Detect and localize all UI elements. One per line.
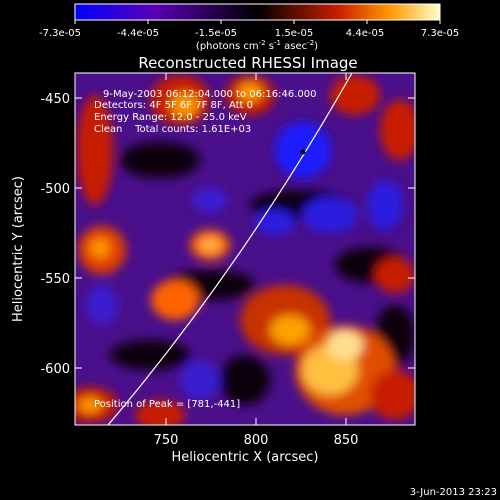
colorbar-tick-label: -7.3e-05 — [39, 28, 81, 39]
y-tick-label: -500 — [40, 182, 70, 197]
annotation-clean-counts: Clean Total counts: 1.61E+03 — [94, 124, 251, 135]
rhessi-image — [75, 73, 415, 425]
colorbar-tick-label: 7.3e-05 — [421, 28, 459, 39]
y-tick-label: -600 — [40, 362, 70, 377]
y-tick-label: -450 — [40, 92, 70, 107]
peak-marker — [300, 149, 306, 155]
annotation-time-range: 9-May-2003 06:12:04.000 to 06:16:46.000 — [103, 89, 316, 100]
x-axis-label: Heliocentric X (arcsec) — [172, 450, 319, 465]
annotation-peak-position: Position of Peak = [781,-441] — [94, 399, 240, 410]
x-tick-label: 750 — [154, 433, 179, 448]
x-axis-ticks — [165, 73, 347, 425]
colorbar-unit-label: (photons cm-2 s-1 asec-2) — [196, 39, 318, 52]
colorbar-tick-label: -1.5e-05 — [195, 28, 237, 39]
colorbar-tick-label: 1.5e-05 — [275, 28, 313, 39]
plot-title: Reconstructed RHESSI Image — [138, 54, 357, 72]
y-axis-label: Heliocentric Y (arcsec) — [11, 176, 26, 322]
colorbar-tick-label: 4.4e-05 — [346, 28, 384, 39]
x-tick-label: 850 — [334, 433, 359, 448]
y-axis-ticks — [75, 97, 415, 369]
colorbar — [74, 3, 441, 21]
plot-frame — [74, 72, 416, 426]
colorbar-tick-label: -4.4e-05 — [117, 28, 159, 39]
footer-date: 3-Jun-2013 23:23 — [410, 487, 497, 498]
y-tick-label: -550 — [40, 272, 70, 287]
solar-limb — [107, 73, 353, 425]
annotation-energy-range: Energy Range: 12.0 - 25.0 keV — [94, 112, 247, 123]
x-tick-label: 800 — [244, 433, 269, 448]
annotation-detectors: Detectors: 4F 5F 6F 7F 8F, Att 0 — [94, 100, 253, 111]
colorbar-ticks — [74, 20, 441, 24]
